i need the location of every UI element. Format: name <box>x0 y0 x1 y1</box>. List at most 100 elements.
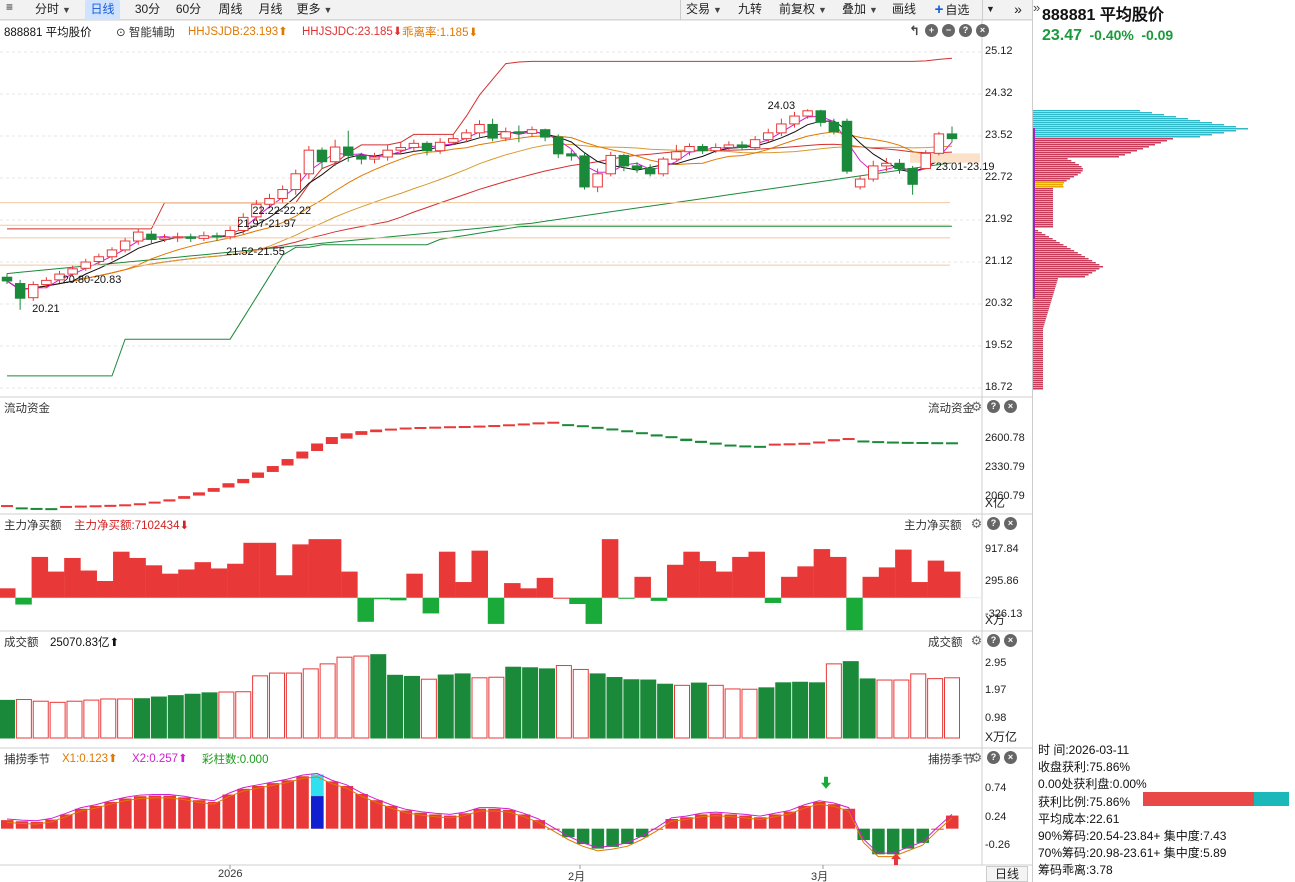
volume-bar <box>724 688 741 739</box>
help-icon[interactable]: ? <box>987 517 1000 530</box>
season-bar <box>74 808 88 829</box>
more-dropdown-button[interactable]: ▼ <box>982 0 998 20</box>
smart-assist-toggle[interactable]: ⊙ 智能辅助 <box>116 24 175 40</box>
candle-body <box>513 131 525 134</box>
toolbar-action-1[interactable]: 九转 <box>730 0 770 20</box>
season-bar <box>813 801 826 829</box>
chip-bar <box>1033 348 1043 350</box>
chart-area[interactable] <box>0 20 1032 882</box>
toolbar-action-3[interactable]: 叠加 ▼ <box>836 0 884 20</box>
toolbar-action-4[interactable]: 画线 <box>885 0 923 20</box>
season-bar <box>207 801 221 829</box>
toolbar-action-5[interactable]: + 自选 <box>926 0 978 20</box>
price-tick-label: 24.32 <box>985 87 1013 99</box>
toolbar-action-2[interactable]: 前复权 ▼ <box>772 0 834 20</box>
profit-ratio-fill <box>1143 792 1254 806</box>
fund-bar <box>119 504 132 507</box>
toolbar-action-0[interactable]: 交易 ▼ <box>680 0 728 20</box>
chip-bar <box>1033 180 1067 182</box>
rotate-icon[interactable]: ↰ <box>909 23 920 38</box>
chip-bar <box>1033 242 1060 244</box>
help-icon[interactable]: ? <box>987 634 1000 647</box>
gear-icon[interactable]: ⚙ <box>970 399 983 414</box>
chip-bar <box>1033 324 1045 326</box>
gear-icon[interactable]: ⚙ <box>970 750 983 765</box>
volume-bar <box>404 675 420 739</box>
net-buy-bar <box>927 560 945 598</box>
fund-bar <box>414 426 427 429</box>
season-tick-label: 0.24 <box>985 810 1007 823</box>
chip-bar <box>1033 334 1043 336</box>
season-bar <box>783 811 797 829</box>
gear-icon[interactable]: ⚙ <box>970 633 983 648</box>
fund-tick-label: 2600.78 <box>985 432 1025 445</box>
chip-bar <box>1033 292 1054 294</box>
volume-panel-icons: ⚙? × <box>966 634 1017 647</box>
net-buy-bar <box>308 539 326 598</box>
chip-bar <box>1033 296 1053 298</box>
season-bar <box>709 813 723 829</box>
fund-bar <box>237 478 250 484</box>
toolbar-tab-2[interactable]: 30分 <box>130 0 165 20</box>
candle-body <box>316 149 328 163</box>
toolbar-tab-0[interactable]: 分时 ▼ <box>27 0 79 20</box>
toolbar-tab-1[interactable]: 日线 <box>85 0 120 20</box>
menu-icon[interactable]: ≡ <box>6 0 14 14</box>
fund-bar <box>473 425 486 428</box>
volume-bar <box>842 661 859 739</box>
time-axis-label: 3月 <box>811 871 829 882</box>
chip-bar <box>1033 222 1053 224</box>
price-annotation: 21.52-21.55 <box>226 246 285 259</box>
expand-icon[interactable]: » <box>1014 1 1022 17</box>
volume-bar <box>589 673 606 739</box>
net-buy-bar <box>601 539 619 598</box>
volume-bar <box>572 668 589 739</box>
toolbar-tab-3[interactable]: 60分 <box>171 0 206 20</box>
fund-bar <box>370 429 383 433</box>
season-bar <box>340 785 354 829</box>
close-icon[interactable]: × <box>1004 400 1017 413</box>
chip-bar <box>1033 300 1052 302</box>
season-bar <box>754 817 767 829</box>
candle-body <box>658 158 669 175</box>
chip-distribution <box>1033 110 1248 390</box>
period-button[interactable]: 日线 <box>986 866 1028 882</box>
toolbar-tab-5[interactable]: 月线 <box>253 0 288 20</box>
candle-body <box>933 133 945 154</box>
help-icon[interactable]: ? <box>987 400 1000 413</box>
volume-bar <box>387 674 404 739</box>
season-bar <box>621 828 634 845</box>
zoom-in-icon[interactable]: + <box>925 24 938 37</box>
candle <box>211 232 223 241</box>
help-icon[interactable]: ? <box>987 751 1000 764</box>
candle-body <box>133 231 144 242</box>
candle <box>776 118 787 136</box>
toolbar-tab-4[interactable]: 周线 <box>213 0 248 20</box>
gear-icon[interactable]: ⚙ <box>970 516 983 531</box>
price-annotation: 22.22-22.22 <box>252 205 312 218</box>
toolbar-tab-6[interactable]: 更多 ▼ <box>293 0 336 20</box>
chip-bar <box>1033 168 1083 170</box>
volume-bar <box>201 692 218 739</box>
price-tick-label: 23.52 <box>985 129 1013 141</box>
toolbar-tab-label: 60分 <box>175 2 202 16</box>
zoom-out-icon[interactable]: − <box>942 24 955 37</box>
chip-bar <box>1033 340 1043 342</box>
candle-body <box>749 139 761 149</box>
fund-bar <box>60 505 73 508</box>
candle <box>303 145 315 180</box>
close-icon[interactable]: × <box>976 24 989 37</box>
candle-body <box>763 132 774 141</box>
close-icon[interactable]: × <box>1004 751 1017 764</box>
candle-body <box>710 147 721 152</box>
chip-bar <box>1033 332 1043 334</box>
help-icon[interactable]: ? <box>959 24 972 37</box>
chip-bar <box>1033 352 1043 354</box>
collapse-icon[interactable]: » <box>1033 0 1041 15</box>
fund-panel-icons: ⚙? × <box>966 400 1017 413</box>
close-icon[interactable]: × <box>1004 634 1017 647</box>
candle <box>710 143 721 153</box>
chip-bar <box>1033 354 1043 356</box>
volume-bar <box>252 675 269 739</box>
close-icon[interactable]: × <box>1004 517 1017 530</box>
